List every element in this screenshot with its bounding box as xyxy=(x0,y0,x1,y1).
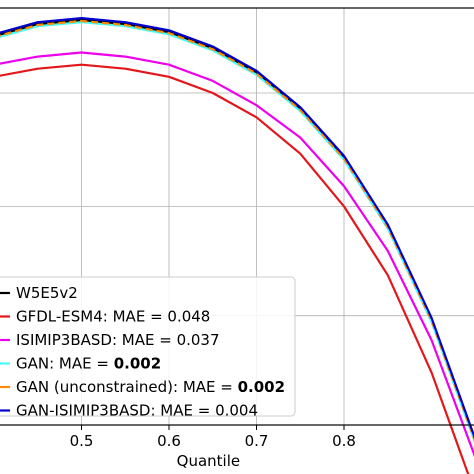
legend-label-gan: GAN: MAE = 0.002 xyxy=(16,355,161,373)
x-tick-label: 0.5 xyxy=(70,432,94,450)
series-line-isimip3basd xyxy=(0,51,474,458)
x-tick-label: 0.8 xyxy=(332,432,356,450)
series-lines xyxy=(0,17,474,474)
series-line-gan-unconstrained xyxy=(0,19,474,442)
series-line-gan-isimip3basd xyxy=(0,17,474,439)
x-axis-ticks: 0.5 0.6 0.7 0.8 xyxy=(70,425,356,450)
legend-label-isimip3basd: ISIMIP3BASD: MAE = 0.037 xyxy=(16,331,220,349)
series-line-gfdl-esm4 xyxy=(0,63,470,474)
plot-frame xyxy=(0,7,474,426)
legend: W5E5v2 GFDL-ESM4: MAE = 0.048 ISIMIP3BASD:… xyxy=(0,276,296,420)
legend-label-gan-isimip3basd: GAN-ISIMIP3BASD: MAE = 0.004 xyxy=(16,402,258,420)
legend-label-w5e5v2: W5E5v2 xyxy=(16,284,78,302)
x-tick-label: 0.6 xyxy=(157,432,181,450)
x-tick-label: 0.7 xyxy=(245,432,269,450)
legend-label-gfdl-esm4: GFDL-ESM4: MAE = 0.048 xyxy=(16,308,210,326)
x-axis-label: Quantile xyxy=(177,452,240,470)
legend-box xyxy=(0,276,296,417)
legend-label-gan-unconstrained: GAN (unconstrained): MAE = 0.002 xyxy=(16,378,285,396)
